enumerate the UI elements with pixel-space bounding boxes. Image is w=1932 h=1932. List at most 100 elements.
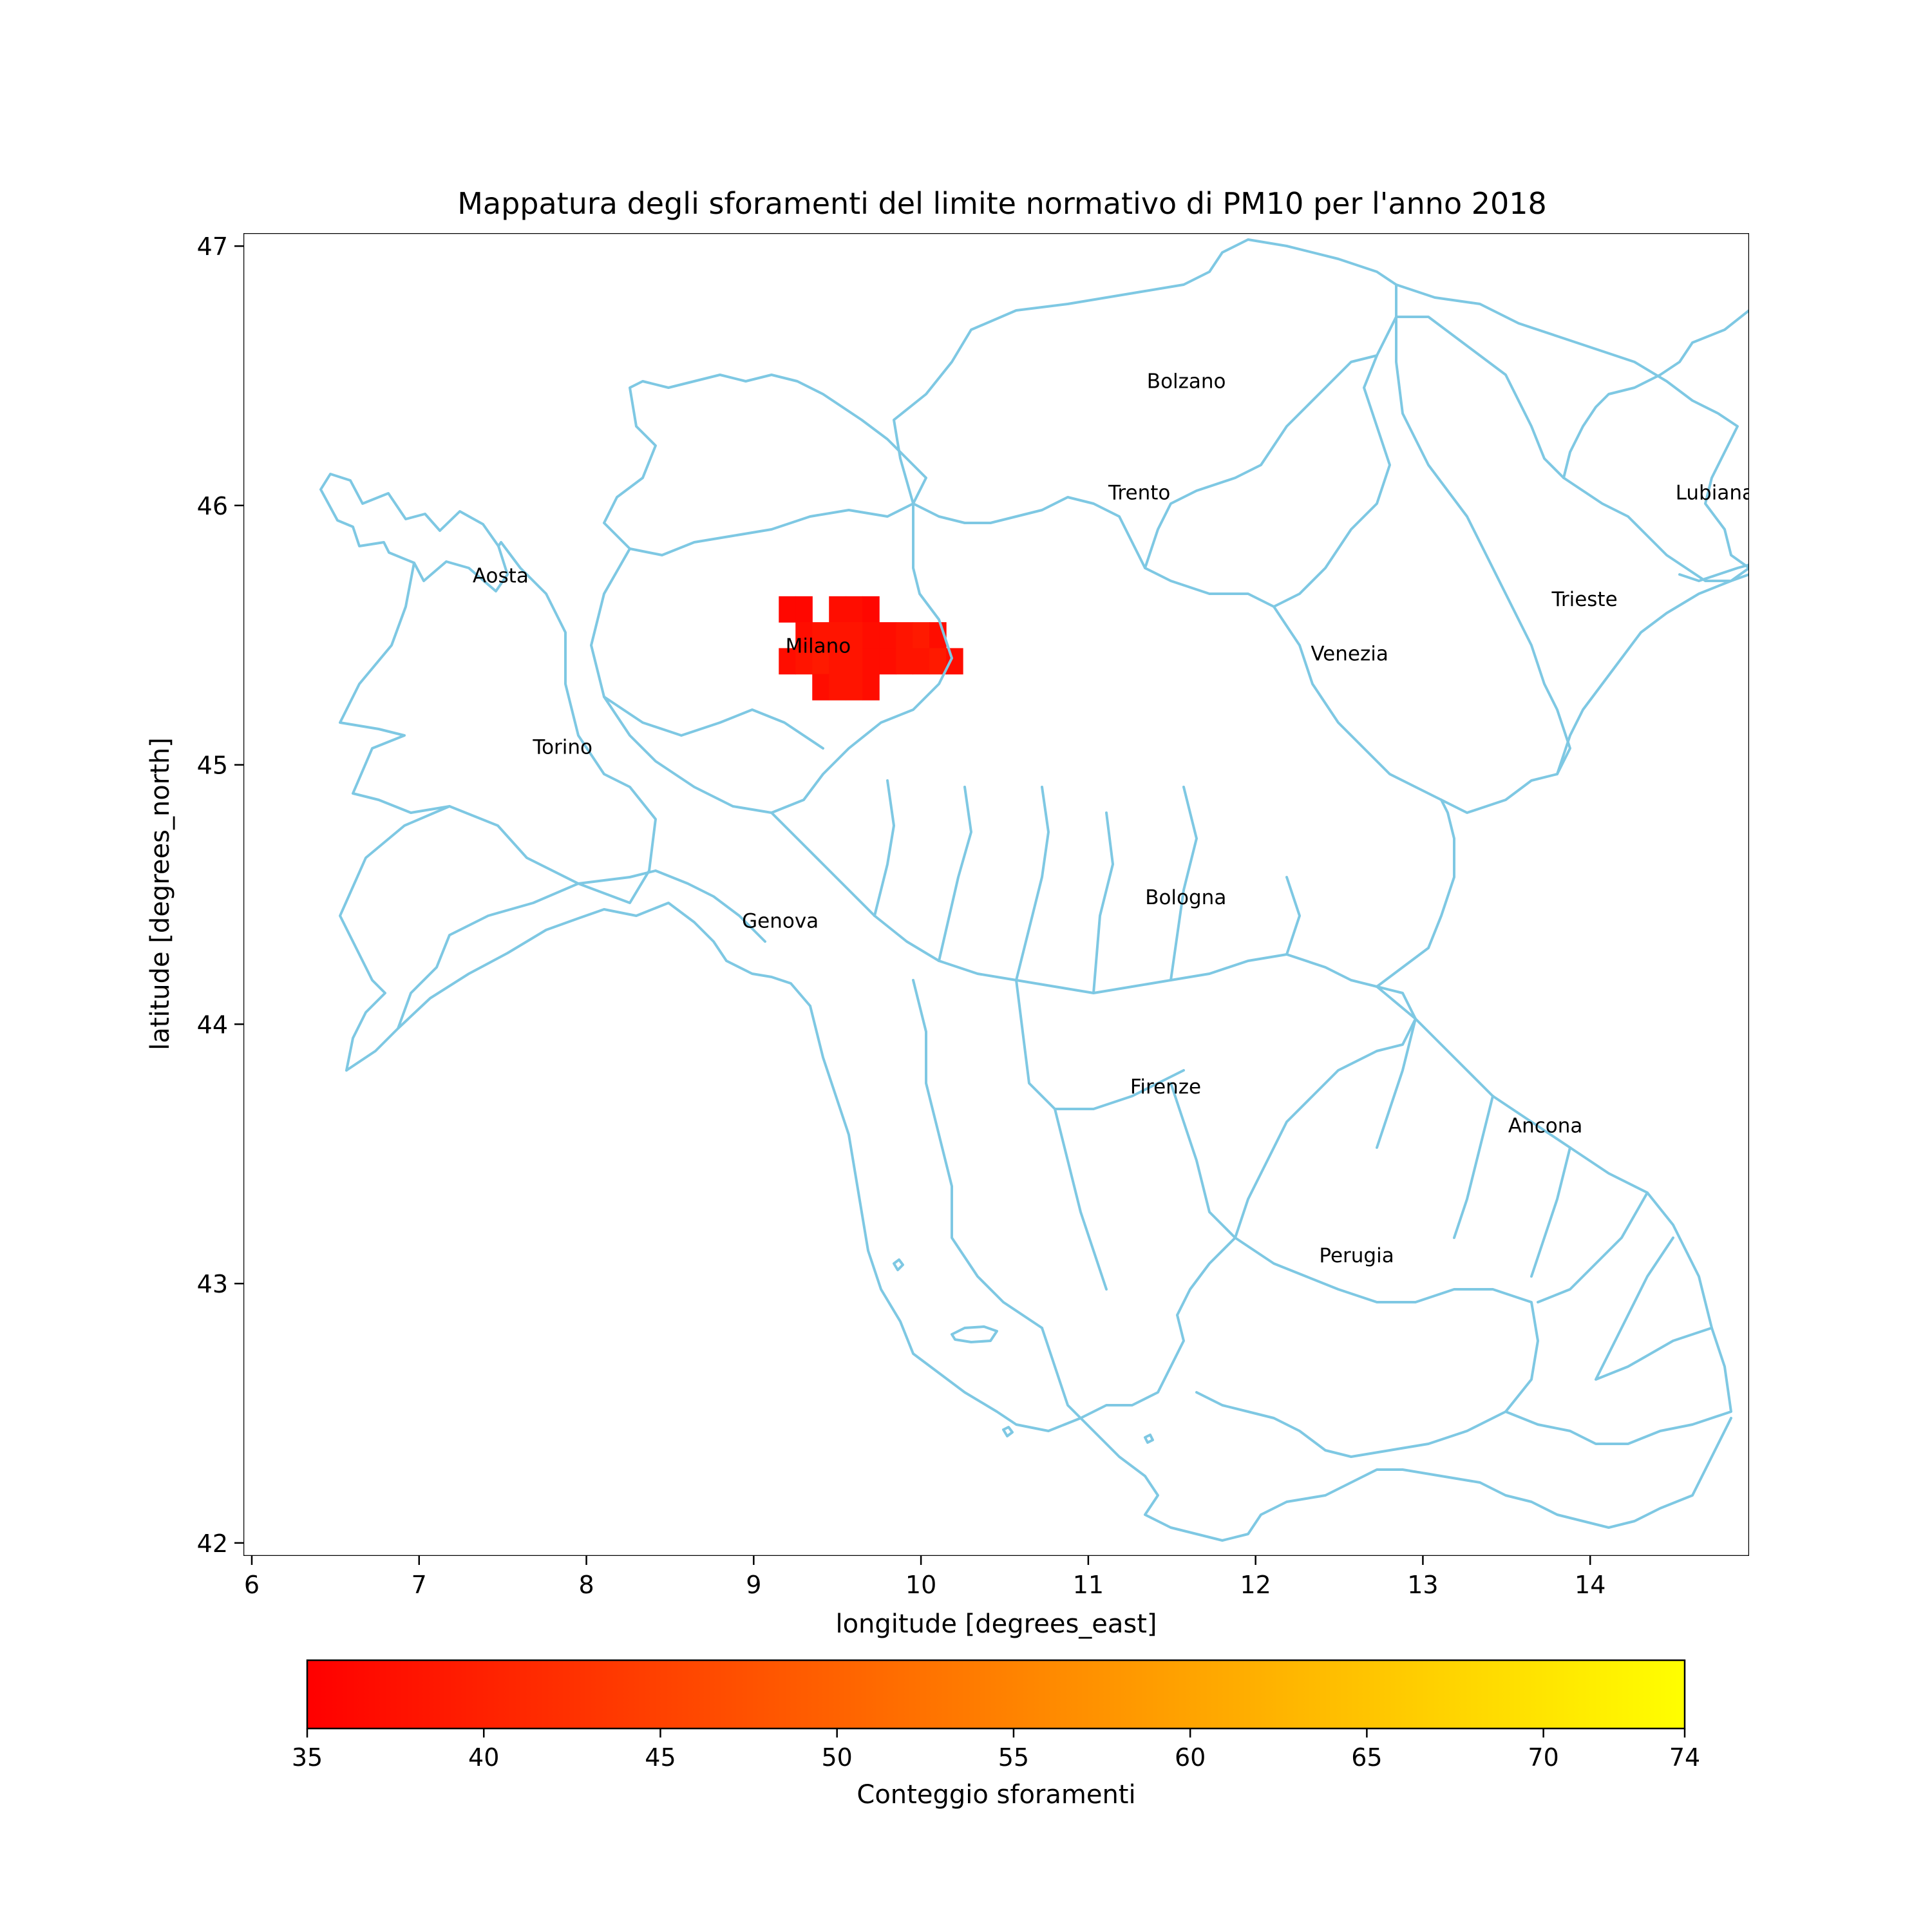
y-tick-label: 42: [197, 1530, 228, 1558]
heatmap-cell: [896, 622, 913, 649]
y-axis: 42 43 44 45 46 47: [197, 232, 243, 1558]
city-label-venezia: Venezia: [1311, 642, 1388, 665]
heatmap-cell: [795, 648, 813, 675]
city-label-lubiana: Lubiana: [1676, 482, 1754, 505]
y-tick-label: 44: [197, 1010, 228, 1039]
heatmap-cell: [862, 648, 880, 675]
x-tick-label: 7: [412, 1571, 427, 1599]
colorbar: [306, 1659, 1686, 1730]
heatmap-cell: [929, 648, 947, 675]
city-label-genova: Genova: [742, 909, 819, 933]
border-southwest-piemonte: [339, 805, 451, 1072]
heatmap-cell: [829, 622, 846, 649]
heatmap-cell: [846, 596, 863, 623]
heatmap-cell: [862, 674, 880, 701]
heatmap-cell: [812, 648, 829, 675]
colorbar-tick-label: 70: [1528, 1743, 1558, 1772]
heatmap-cell: [862, 622, 880, 649]
x-tick-label: 10: [905, 1571, 936, 1599]
heatmap-cell: [829, 648, 846, 675]
city-label-torino: Torino: [532, 735, 592, 759]
heatmap-cell: [896, 648, 913, 675]
city-label-aosta: Aosta: [473, 565, 529, 588]
heatmap-cell: [779, 648, 796, 675]
heatmap-cell: [879, 622, 896, 649]
colorbar-tick-label: 50: [822, 1743, 853, 1772]
border-piemonte-aosta: [319, 473, 509, 592]
city-label-perugia: Perugia: [1319, 1244, 1394, 1267]
y-tick-label: 43: [197, 1270, 228, 1298]
heatmap-cell: [913, 622, 930, 649]
city-label-bolzano: Bolzano: [1147, 370, 1226, 393]
border-friuli: [1395, 283, 1749, 582]
city-label-trieste: Trieste: [1551, 588, 1617, 611]
colorbar-tick-label: 60: [1175, 1743, 1206, 1772]
x-tick-label: 13: [1407, 1571, 1438, 1599]
heatmap-cell: [812, 622, 829, 649]
x-tick-label: 6: [244, 1571, 260, 1599]
border-emilia-romagna: [770, 799, 1455, 994]
heatmap-cell: [812, 674, 829, 701]
x-tick-label: 12: [1240, 1571, 1271, 1599]
colorbar-tick-label: 35: [292, 1743, 323, 1772]
border-liguria: [345, 902, 811, 1072]
city-label-firenze: Firenze: [1130, 1075, 1201, 1099]
x-axis: 6 7 8 9 10 11 12 13 14: [244, 1556, 1605, 1599]
y-tick-label: 45: [197, 752, 228, 780]
colorbar-tick-label: 55: [998, 1743, 1029, 1772]
border-marche-provinces: [1376, 1018, 1713, 1381]
border-veneto-coast: [1556, 573, 1749, 775]
x-tick-label: 11: [1073, 1571, 1104, 1599]
border-piemonte: [339, 541, 657, 904]
heatmap-cell: [846, 648, 863, 675]
border-umbria: [1195, 1236, 1539, 1458]
x-tick-label: 8: [578, 1571, 594, 1599]
colorbar-tick-label: 40: [468, 1743, 499, 1772]
y-tick-label: 47: [197, 232, 228, 261]
border-toscana: [809, 985, 1417, 1432]
heatmap-cell: [829, 596, 846, 623]
y-axis-label: latitude [degrees_north]: [146, 737, 175, 1050]
border-trentino-alto-adige: [893, 238, 1397, 608]
city-labels: Bolzano Trento Lubiana Aosta Trieste Milano Ve…: [473, 370, 1754, 1267]
border-lazio-north: [1041, 1327, 1732, 1542]
city-label-milano: Milano: [786, 634, 851, 658]
border-lombardia-south: [590, 502, 953, 814]
chart-title: Mappatura degli sforamenti del limite no…: [457, 186, 1547, 221]
border-giglio: [1144, 1434, 1154, 1444]
colorbar-label: Conteggio sforamenti: [857, 1780, 1135, 1810]
heatmap-cell: [879, 648, 896, 675]
border-lombardia: [603, 374, 927, 556]
border-capraia: [893, 1258, 904, 1271]
heatmap-cell: [795, 622, 813, 649]
x-tick-label: 14: [1575, 1571, 1605, 1599]
heatmap-cell: [862, 596, 880, 623]
heatmap-cell: [846, 622, 863, 649]
heatmap-cell: [779, 596, 796, 623]
x-tick-label: 9: [746, 1571, 761, 1599]
exceedance-heatmap: [779, 596, 963, 701]
map-plot-area[interactable]: Bolzano Trento Lubiana Aosta Trieste Milano Ve…: [243, 233, 1754, 1556]
border-marche: [1376, 985, 1732, 1445]
heatmap-cell: [795, 596, 813, 623]
x-axis-label: longitude [degrees_east]: [835, 1609, 1157, 1639]
heatmap-cell: [913, 648, 930, 675]
border-toscana-provinces: [912, 979, 1236, 1329]
border-friuli-internal: [1562, 309, 1749, 479]
colorbar-ticks: 35 40 45 50 55 60 65 70 74: [292, 1728, 1700, 1772]
border-veneto: [1273, 316, 1571, 814]
city-label-trento: Trento: [1108, 482, 1170, 505]
border-lombardia-po: [603, 696, 824, 750]
border-elba: [951, 1325, 998, 1343]
region-boundaries: [319, 238, 1749, 1542]
heatmap-cell: [846, 674, 863, 701]
border-liguria-inland: [397, 869, 766, 1030]
colorbar-tick-label: 45: [645, 1743, 676, 1772]
colorbar-tick-label: 74: [1669, 1743, 1700, 1772]
border-trentino-internal: [1144, 354, 1378, 569]
border-emilia-provinces: [873, 779, 1301, 994]
y-tick-label: 46: [197, 492, 228, 520]
border-slovenia: [1678, 564, 1749, 582]
city-label-bologna: Bologna: [1145, 886, 1226, 909]
border-montecristo: [1002, 1426, 1014, 1437]
